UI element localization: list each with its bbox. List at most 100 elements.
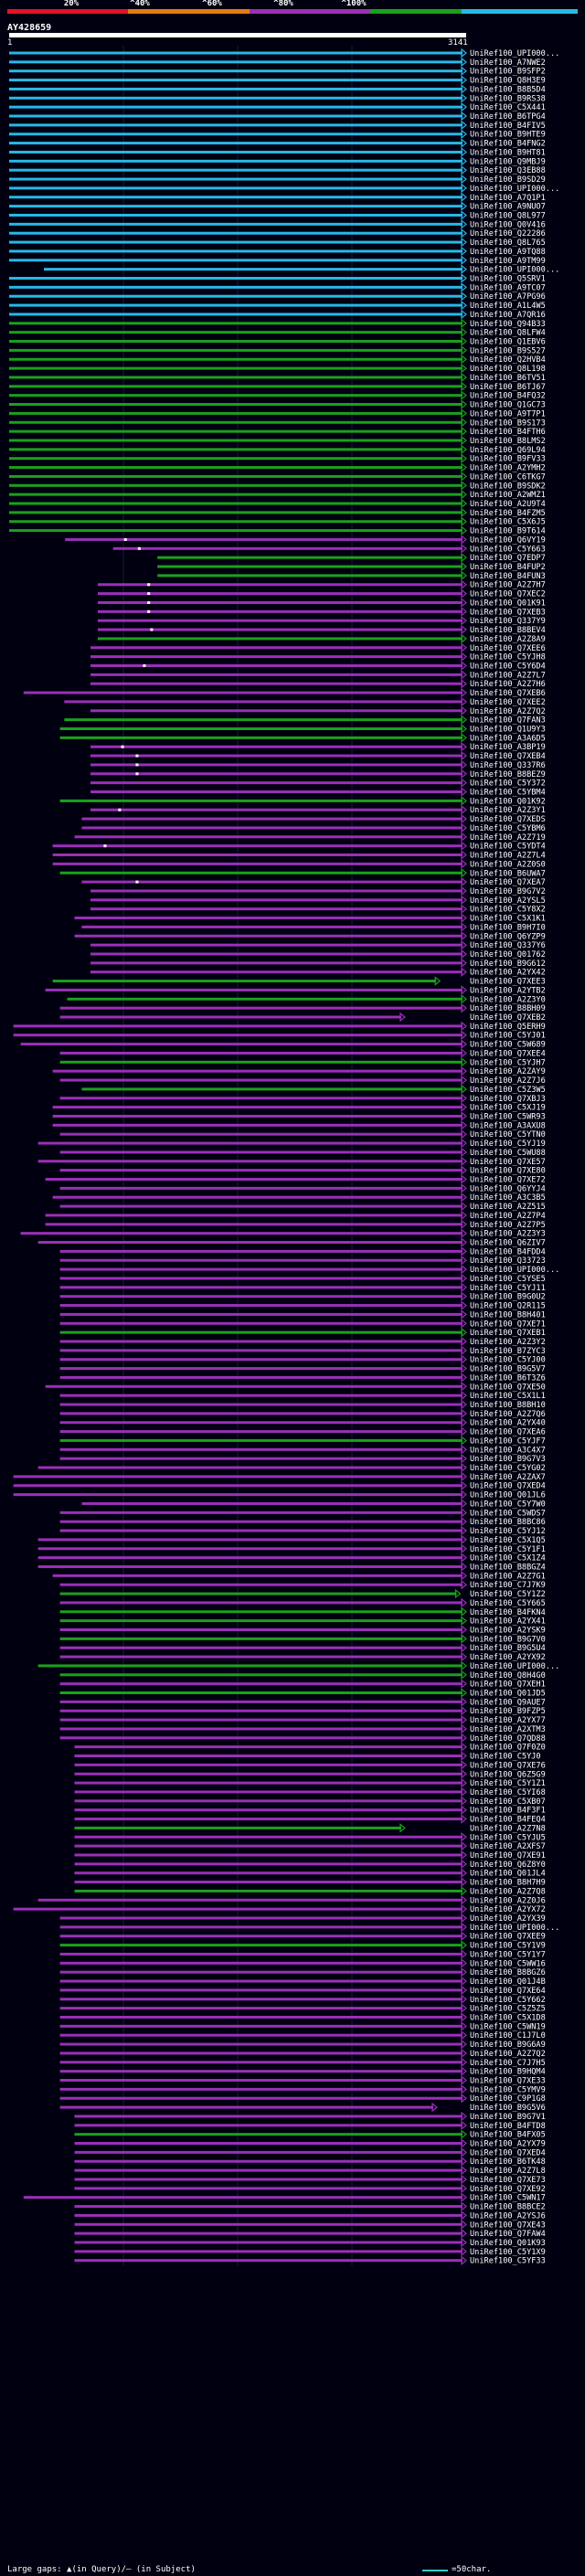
hit-label[interactable]: UniRef100_Q7XEC2 xyxy=(470,590,546,599)
hit-bar[interactable] xyxy=(52,1123,463,1127)
hit-label[interactable]: UniRef100_A2Z7L8 xyxy=(470,2167,546,2176)
hit-row[interactable]: UniRef100_B9G5U4 xyxy=(59,1642,546,1653)
hit-label[interactable]: UniRef100_Q7XE50 xyxy=(470,1383,546,1392)
hit-bar[interactable] xyxy=(59,2024,463,2028)
hit-label[interactable]: UniRef100_B8BH09 xyxy=(470,1004,546,1013)
hit-row[interactable]: UniRef100_B4FDD4 xyxy=(59,1246,546,1256)
hit-bar[interactable] xyxy=(97,600,463,604)
hit-label[interactable]: UniRef100_Q5SRV1 xyxy=(470,275,546,284)
hit-bar[interactable] xyxy=(9,69,463,73)
hit-bar[interactable] xyxy=(74,2168,463,2172)
hit-bar[interactable] xyxy=(59,2042,463,2046)
hit-bar[interactable] xyxy=(9,303,463,307)
hit-bar[interactable] xyxy=(74,2178,463,2181)
hit-row[interactable]: UniRef100_C5YJH7 xyxy=(59,1057,546,1067)
hit-bar[interactable] xyxy=(37,1664,463,1668)
hit-label[interactable]: UniRef100_B9RS38 xyxy=(470,94,546,103)
hit-bar[interactable] xyxy=(37,1547,463,1551)
hit-bar[interactable] xyxy=(9,366,463,370)
hit-bar[interactable] xyxy=(59,1447,463,1451)
hit-bar[interactable] xyxy=(59,1412,463,1415)
hit-label[interactable]: UniRef100_Q8L977 xyxy=(470,211,546,220)
hit-row[interactable]: UniRef100_C5YG02 xyxy=(37,1462,546,1473)
hit-bar[interactable] xyxy=(9,159,463,163)
hit-bar[interactable] xyxy=(74,1754,463,1758)
hit-row[interactable]: UniRef100_B4FEQ4 xyxy=(74,1814,546,1825)
hit-bar[interactable] xyxy=(74,2231,463,2235)
hit-bar[interactable] xyxy=(59,1249,463,1253)
hit-bar[interactable] xyxy=(59,1277,463,1280)
hit-label[interactable]: UniRef100_B6T3Z6 xyxy=(470,1373,546,1383)
hit-label[interactable]: UniRef100_A2WMZ1 xyxy=(470,491,546,500)
hit-label[interactable]: UniRef100_B9HT81 xyxy=(470,148,546,157)
hit-label[interactable]: UniRef100_Q7XE43 xyxy=(470,2221,546,2230)
hit-row[interactable]: UniRef100_Q01K91 xyxy=(97,598,546,608)
hit-row[interactable]: UniRef100_C5X1Z4 xyxy=(37,1553,546,1564)
hit-row[interactable]: UniRef100_B4FIV5 xyxy=(9,120,546,131)
hit-row[interactable]: UniRef100_A2Z3Y0 xyxy=(67,994,546,1004)
hit-bar[interactable] xyxy=(52,980,437,983)
hit-row[interactable]: UniRef100_UPI000... xyxy=(9,48,559,58)
hit-row[interactable]: UniRef100_B9G7V0 xyxy=(59,1634,546,1644)
hit-row[interactable]: UniRef100_A2Z719 xyxy=(74,832,546,843)
hit-bar[interactable] xyxy=(97,610,463,613)
hit-label[interactable]: UniRef100_C5YMV9 xyxy=(470,2085,546,2094)
hit-row[interactable]: UniRef100_A2Z3Y1 xyxy=(90,804,546,815)
hit-bar[interactable] xyxy=(59,1583,463,1586)
hit-bar[interactable] xyxy=(90,889,463,893)
hit-bar[interactable] xyxy=(9,357,463,361)
hit-bar[interactable] xyxy=(9,331,463,334)
hit-bar[interactable] xyxy=(59,1267,463,1271)
hit-bar[interactable] xyxy=(52,844,463,848)
hit-label[interactable]: UniRef100_Q0V416 xyxy=(470,220,546,229)
hit-label[interactable]: UniRef100_C5X1L1 xyxy=(470,1392,546,1401)
hit-label[interactable]: UniRef100_C7J7H5 xyxy=(470,2059,546,2068)
hit-bar[interactable] xyxy=(9,285,463,289)
hit-row[interactable]: UniRef100_B8BH10 xyxy=(59,1399,546,1410)
hit-row[interactable]: UniRef100_B8B5D4 xyxy=(9,84,546,94)
hit-row[interactable]: UniRef100_C5YMV9 xyxy=(59,2084,546,2094)
hit-label[interactable]: UniRef100_C5YJF7 xyxy=(470,1436,546,1446)
hit-bar[interactable] xyxy=(45,988,463,991)
hit-row[interactable]: UniRef100_C5WW16 xyxy=(59,1958,546,1968)
hit-row[interactable]: UniRef100_C5X6J5 xyxy=(9,516,546,527)
hit-bar[interactable] xyxy=(9,150,463,154)
hit-label[interactable]: UniRef100_B8BEV4 xyxy=(470,626,546,635)
hit-bar[interactable] xyxy=(59,1628,463,1631)
hit-bar[interactable] xyxy=(59,1925,463,1929)
hit-bar[interactable] xyxy=(9,313,463,316)
hit-bar[interactable] xyxy=(9,222,463,226)
hit-row[interactable]: UniRef100_A2YX41 xyxy=(59,1616,546,1627)
hit-row[interactable]: UniRef100_A2Z7Q6 xyxy=(59,1408,546,1419)
hit-label[interactable]: UniRef100_A2YX77 xyxy=(470,1716,546,1725)
hit-label[interactable]: UniRef100_B9HTE9 xyxy=(470,131,546,140)
hit-bar[interactable] xyxy=(13,1907,463,1911)
hit-label[interactable]: UniRef100_C5Y1Z1 xyxy=(470,1779,546,1788)
hit-row[interactable]: UniRef100_A9T7P1 xyxy=(9,408,546,419)
hit-label[interactable]: UniRef100_B4FZM5 xyxy=(470,509,546,518)
hit-row[interactable]: UniRef100_B9G7V1 xyxy=(74,2111,546,2122)
hit-label[interactable]: UniRef100_A2YX41 xyxy=(470,1617,546,1627)
hit-row[interactable]: UniRef100_Q7XEB4 xyxy=(90,750,546,761)
hit-row[interactable]: UniRef100_A2Z3Y3 xyxy=(20,1228,546,1239)
hit-label[interactable]: UniRef100_B4FUP2 xyxy=(470,563,546,572)
hit-row[interactable]: UniRef100_A2YX77 xyxy=(59,1714,546,1725)
hit-row[interactable]: UniRef100_A2YSL5 xyxy=(90,895,546,906)
hit-bar[interactable] xyxy=(59,1421,463,1425)
hit-row[interactable]: UniRef100_B9HTE9 xyxy=(9,129,546,140)
hit-label[interactable]: UniRef100_B9G7V2 xyxy=(470,887,546,896)
hit-row[interactable]: UniRef100_Q22286 xyxy=(9,228,546,239)
hit-row[interactable]: UniRef100_Q7FAW4 xyxy=(74,2228,546,2239)
hit-row[interactable]: UniRef100_C5X1Q5 xyxy=(37,1534,546,1545)
hit-bar[interactable] xyxy=(59,1394,463,1397)
hit-label[interactable]: UniRef100_A2Z7P5 xyxy=(470,1221,546,1230)
hit-bar[interactable] xyxy=(20,1232,463,1235)
hit-row[interactable]: UniRef100_C5YJ00 xyxy=(59,1354,546,1365)
hit-label[interactable]: UniRef100_C5XB07 xyxy=(470,1797,546,1807)
hit-bar[interactable] xyxy=(90,898,463,902)
hit-label[interactable]: UniRef100_C7J7K9 xyxy=(470,1581,546,1590)
hit-label[interactable]: UniRef100_B6UWA7 xyxy=(470,869,546,878)
hit-row[interactable]: UniRef100_C5YJH8 xyxy=(90,652,546,663)
hit-label[interactable]: UniRef100_A7NWE2 xyxy=(470,58,546,68)
hit-bar[interactable] xyxy=(9,133,463,136)
